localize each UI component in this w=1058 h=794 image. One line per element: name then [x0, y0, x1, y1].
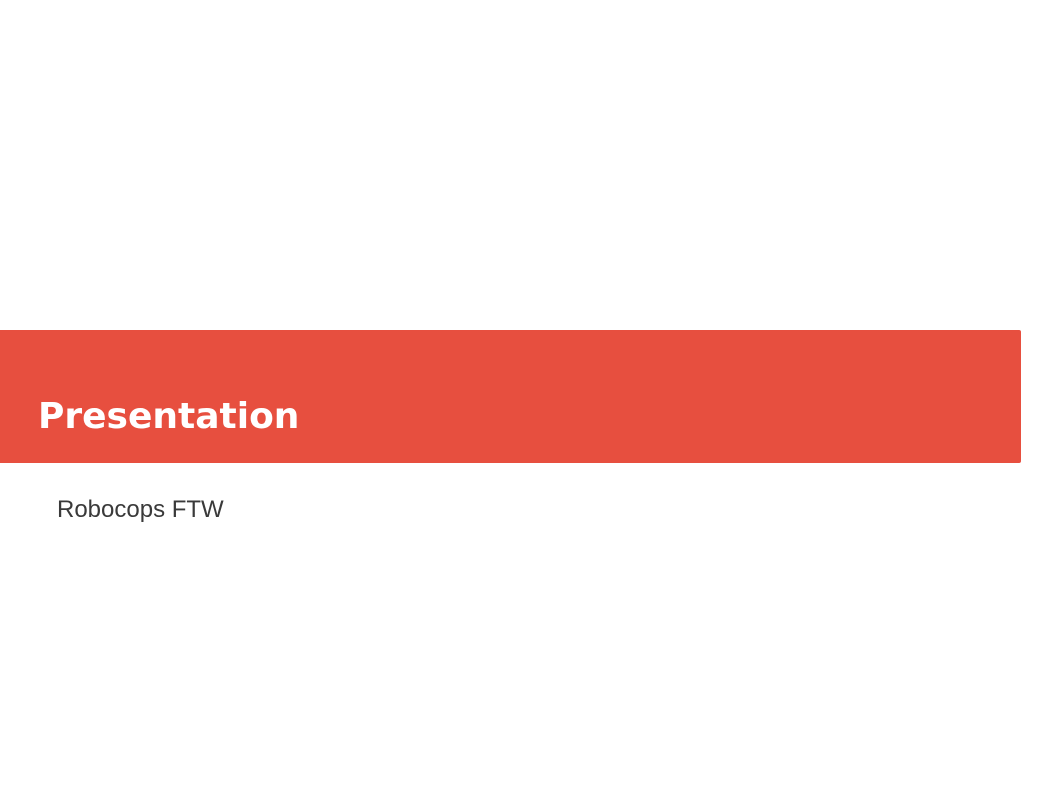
slide-subtitle: Robocops FTW: [57, 496, 224, 523]
title-band: [0, 330, 1021, 463]
slide-title: Presentation: [38, 396, 300, 437]
